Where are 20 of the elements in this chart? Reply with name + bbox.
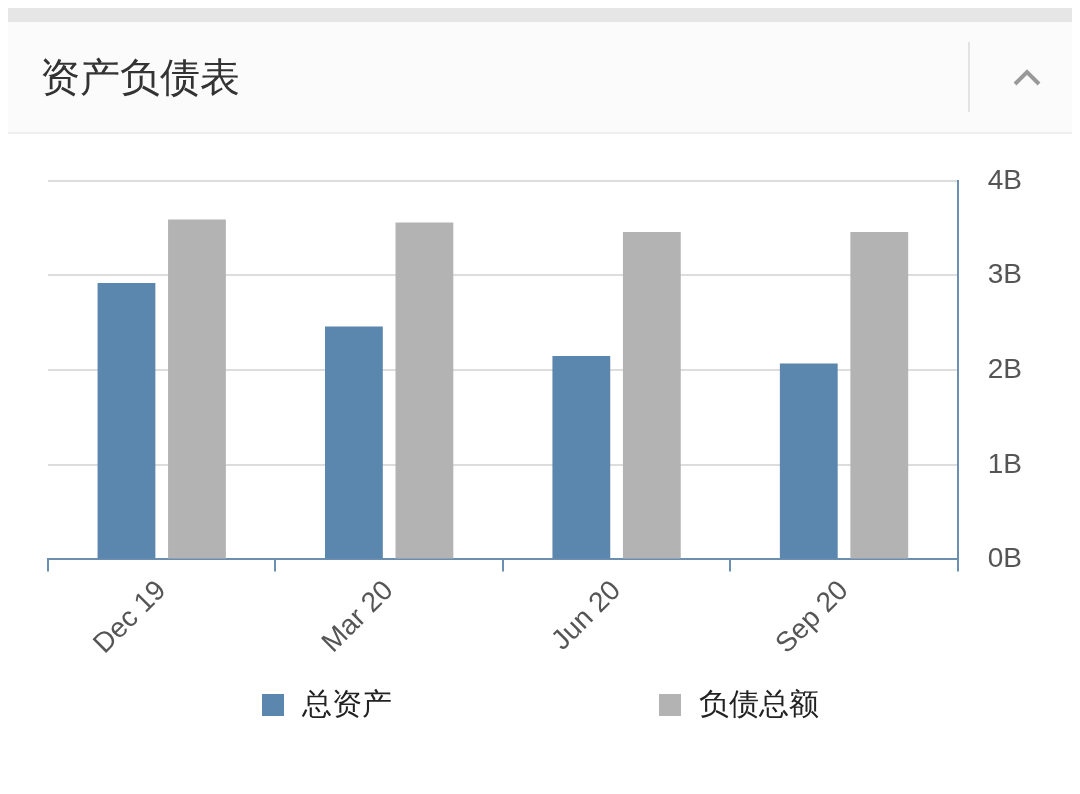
- x-tick-label: Jun 20: [544, 574, 627, 656]
- y-tick-label: 0B: [987, 542, 1022, 574]
- x-tick-label: Dec 19: [86, 574, 172, 659]
- y-tick-label: 4B: [987, 163, 1022, 195]
- chart-title: 资产负债表: [39, 52, 241, 102]
- bar: [779, 363, 838, 559]
- y-tick-label: 3B: [987, 258, 1022, 290]
- bar: [395, 222, 454, 559]
- y-tick-label: 2B: [987, 352, 1022, 384]
- legend-label: 负债总额: [698, 685, 819, 723]
- bar: [168, 219, 226, 559]
- bar: [552, 355, 611, 559]
- y-tick-label: 1B: [987, 447, 1022, 479]
- x-tick-label: Sep 20: [769, 574, 854, 659]
- x-tick-label: Mar 20: [315, 574, 399, 658]
- bar: [850, 231, 909, 559]
- bar: [622, 231, 681, 559]
- bar: [325, 326, 383, 559]
- bar: [97, 283, 156, 559]
- legend-label: 总资产: [301, 685, 392, 723]
